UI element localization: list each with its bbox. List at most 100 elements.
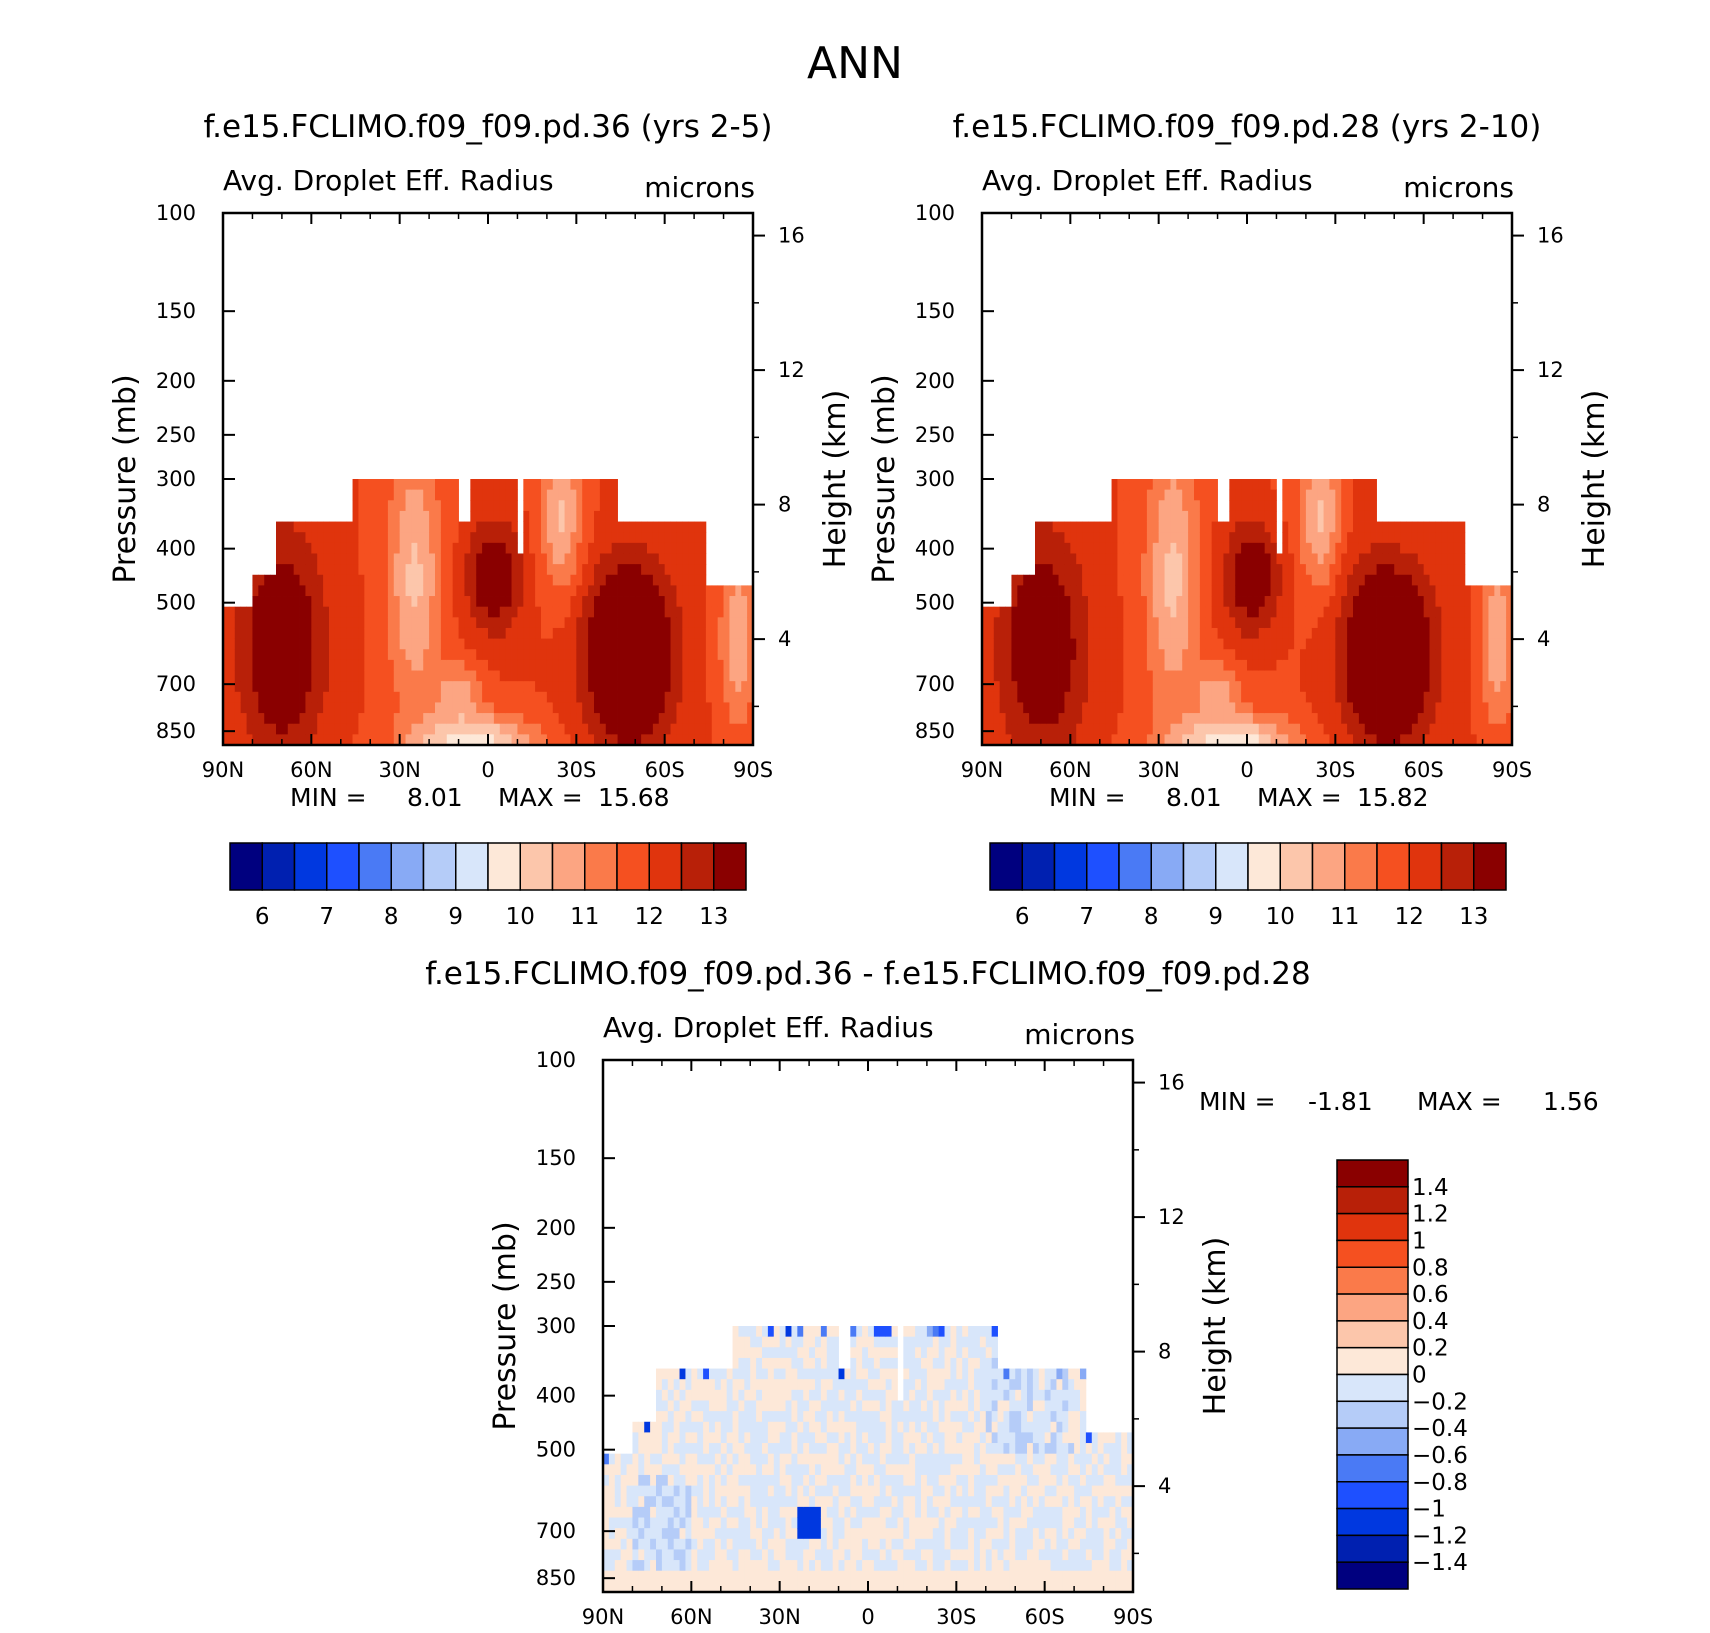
field-cell — [1376, 542, 1383, 554]
field-cell — [352, 542, 359, 554]
field-cell — [452, 532, 459, 544]
field-cell — [1329, 670, 1336, 682]
field-cell — [1182, 659, 1189, 671]
field-cell — [552, 713, 560, 725]
field-cell — [623, 627, 630, 639]
field-cell — [499, 564, 507, 576]
field-cell — [334, 659, 342, 671]
field-cell — [1164, 617, 1171, 629]
field-cell — [1400, 659, 1407, 671]
field-cell — [488, 734, 495, 746]
field-cell — [664, 713, 671, 725]
field-cell — [1235, 564, 1242, 576]
field-cell — [667, 1474, 675, 1486]
field-cell — [1394, 723, 1401, 735]
field-cell — [1023, 691, 1030, 703]
field-cell — [399, 734, 406, 746]
field-cell — [1435, 627, 1442, 639]
field-cell — [564, 627, 571, 639]
field-cell — [1388, 521, 1395, 533]
field-cell — [1435, 596, 1442, 608]
field-cell — [1088, 542, 1095, 554]
field-cell — [364, 627, 371, 639]
field-cell — [535, 500, 542, 512]
field-cell — [1123, 521, 1130, 533]
field-cell — [1058, 542, 1065, 554]
field-cell — [1194, 542, 1201, 554]
field-cell — [1005, 691, 1012, 703]
field-cell — [605, 553, 613, 565]
field-cell — [588, 734, 595, 746]
field-cell — [691, 1443, 698, 1455]
field-cell — [658, 691, 666, 703]
field-cell — [1099, 723, 1107, 735]
field-cell — [735, 713, 742, 725]
field-cell — [1188, 649, 1195, 661]
field-cell — [517, 713, 524, 725]
field-cell — [767, 1443, 775, 1455]
field-cell — [744, 1528, 751, 1540]
field-cell — [670, 542, 677, 554]
field-cell — [1382, 734, 1389, 746]
field-cell — [511, 596, 518, 608]
field-cell — [317, 702, 324, 714]
field-cell — [1188, 500, 1195, 512]
field-cell — [605, 542, 613, 554]
field-cell — [1282, 681, 1289, 693]
field-cell — [647, 585, 654, 597]
field-cell — [1158, 500, 1165, 512]
field-cell — [1294, 596, 1301, 608]
field-cell — [1205, 606, 1213, 618]
field-cell — [650, 1560, 657, 1572]
field-cell — [435, 681, 442, 693]
field-cell — [576, 734, 583, 746]
field-cell — [1176, 585, 1183, 597]
field-cell — [1453, 596, 1460, 608]
field-cell — [726, 1581, 733, 1593]
field-cell — [652, 617, 660, 629]
field-cell — [511, 617, 518, 629]
field-cell — [299, 596, 306, 608]
field-cell — [1488, 713, 1495, 725]
field-cell — [1364, 532, 1372, 544]
field-cell — [1423, 734, 1430, 746]
field-cell — [376, 617, 383, 629]
field-cell — [535, 585, 542, 597]
field-cell — [499, 553, 507, 565]
field-cell — [729, 691, 736, 703]
field-cell — [405, 649, 412, 661]
field-cell — [523, 489, 530, 501]
min-label: MIN = — [290, 783, 367, 812]
field-cell — [594, 553, 601, 565]
colorbar-swatch — [1440, 842, 1475, 891]
field-cell — [1447, 606, 1454, 618]
field-cell — [673, 1581, 680, 1593]
field-cell — [1394, 638, 1401, 650]
field-cell — [762, 1581, 769, 1593]
field-cell — [717, 691, 724, 703]
field-cell — [635, 585, 642, 597]
field-cell — [1364, 713, 1372, 725]
field-cell — [470, 532, 477, 544]
field-cell — [650, 1485, 657, 1497]
field-cell — [529, 564, 536, 576]
field-cell — [1194, 521, 1201, 533]
field-cell — [750, 1389, 757, 1401]
field-cell — [1294, 670, 1301, 682]
field-cell — [832, 1389, 839, 1401]
field-cell — [1146, 713, 1154, 725]
field-cell — [773, 1421, 781, 1433]
field-cell — [1400, 670, 1407, 682]
field-cell — [620, 1528, 627, 1540]
field-cell — [570, 489, 577, 501]
field-cell — [644, 1549, 651, 1561]
field-cell — [1029, 691, 1036, 703]
field-cell — [264, 670, 271, 682]
field-cell — [1417, 553, 1425, 565]
field-cell — [1494, 606, 1501, 618]
field-cell — [364, 638, 371, 650]
field-cell — [270, 617, 277, 629]
field-cell — [358, 617, 365, 629]
field-cell — [1194, 500, 1201, 512]
field-cell — [779, 1379, 786, 1391]
